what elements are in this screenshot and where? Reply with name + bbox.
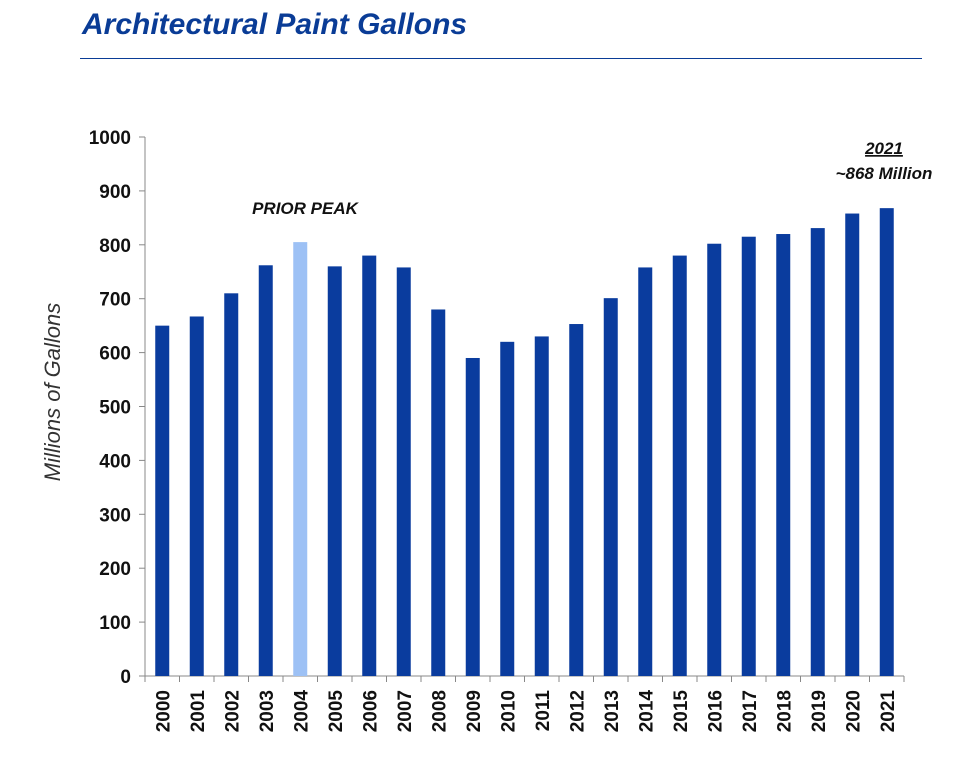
bar-2005 — [327, 266, 342, 676]
x-tick-label: 2020 — [843, 690, 864, 732]
bar-2008 — [431, 309, 446, 676]
bar-2000 — [155, 325, 170, 676]
y-tick-label: 300 — [99, 505, 131, 526]
x-tick-label: 2018 — [774, 690, 795, 732]
bar-2021 — [879, 208, 894, 676]
x-tick-label: 2016 — [705, 690, 726, 732]
x-tick-label: 2021 — [878, 690, 899, 733]
bar-2009 — [465, 357, 480, 676]
bar-2019 — [810, 228, 825, 676]
x-tick-label: 2005 — [326, 690, 347, 733]
bar-2010 — [500, 341, 515, 676]
x-tick-label: 2011 — [533, 690, 554, 732]
y-tick-label: 600 — [99, 344, 131, 365]
x-tick-label: 2019 — [809, 690, 830, 732]
bar-2013 — [603, 298, 618, 676]
latest-year-annotation: 2021 — [864, 139, 903, 158]
title-divider — [80, 58, 922, 59]
x-tick-label: 2008 — [429, 690, 450, 732]
y-tick-label: 1000 — [89, 128, 131, 149]
y-tick-label: 200 — [99, 559, 131, 580]
y-tick-label: 700 — [99, 290, 131, 311]
x-tick-label: 2001 — [188, 690, 209, 733]
x-tick-label: 2003 — [257, 690, 278, 732]
x-tick-label: 2017 — [740, 690, 761, 732]
y-tick-label: 0 — [120, 667, 131, 688]
x-tick-label: 2009 — [464, 690, 485, 732]
bar-2011 — [534, 336, 549, 676]
y-tick-label: 400 — [99, 451, 131, 472]
bar-2001 — [189, 316, 204, 676]
bar-2014 — [638, 267, 653, 676]
y-tick-label: 500 — [99, 398, 131, 419]
x-tick-label: 2006 — [360, 690, 381, 732]
prior-peak-annotation: PRIOR PEAK — [252, 199, 360, 218]
x-tick-label: 2004 — [291, 690, 312, 733]
y-axis-label: Millions of Gallons — [40, 303, 65, 482]
x-tick-label: 2015 — [671, 690, 692, 733]
bar-2012 — [569, 324, 584, 676]
bar-2015 — [672, 255, 687, 676]
page-title: Architectural Paint Gallons — [82, 8, 468, 41]
x-tick-label: 2014 — [636, 690, 657, 733]
x-tick-label: 2000 — [153, 690, 174, 732]
x-tick-label: 2012 — [567, 690, 588, 732]
bar-2016 — [707, 243, 722, 677]
y-tick-label: 100 — [99, 613, 131, 634]
x-tick-label: 2010 — [498, 690, 519, 732]
bar-2007 — [396, 267, 411, 676]
bar-2003 — [258, 265, 273, 676]
bar-2020 — [845, 213, 860, 676]
bar-2018 — [776, 234, 791, 676]
bar-2004 — [293, 242, 308, 677]
bar-2006 — [362, 255, 377, 676]
y-tick-label: 900 — [99, 182, 131, 203]
bar-2002 — [224, 293, 239, 676]
x-tick-label: 2007 — [395, 690, 416, 732]
bar-2017 — [741, 236, 756, 676]
latest-value-annotation: ~868 Million — [836, 164, 933, 183]
x-tick-label: 2002 — [222, 690, 243, 732]
y-tick-label: 800 — [99, 236, 131, 257]
x-tick-label: 2013 — [602, 690, 623, 732]
